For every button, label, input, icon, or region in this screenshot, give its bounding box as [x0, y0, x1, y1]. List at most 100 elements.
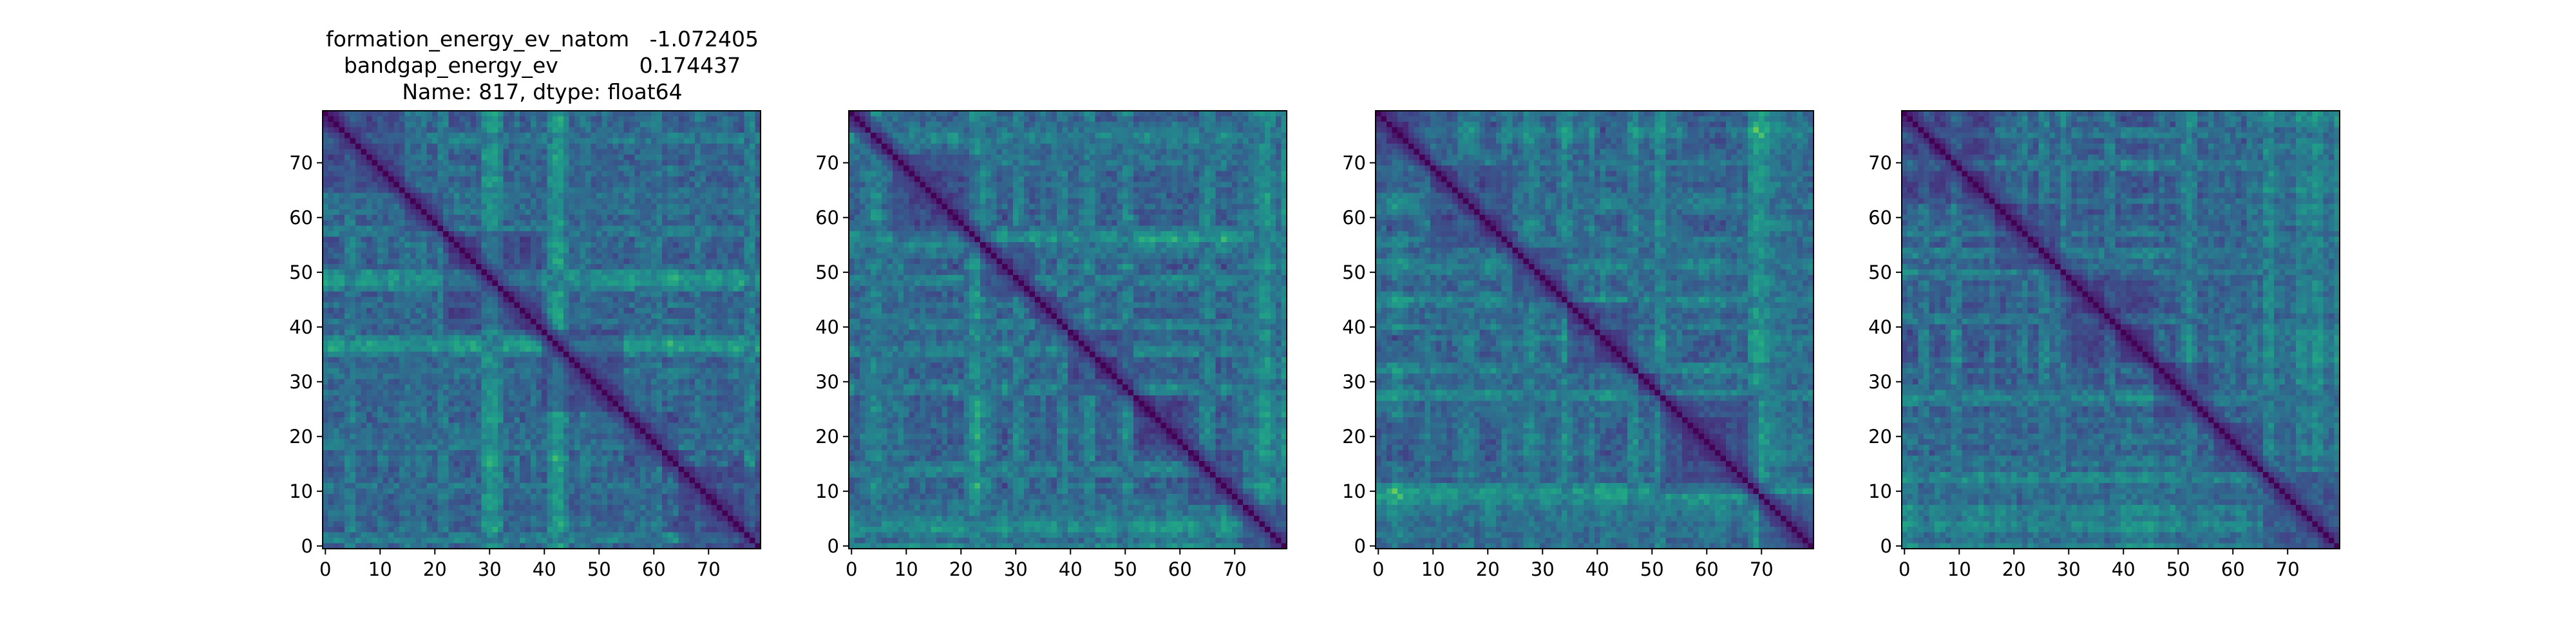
heatmap-cell: [734, 215, 739, 221]
heatmap-cell: [515, 248, 520, 254]
heatmap-cell: [361, 198, 367, 204]
heatmap-cell: [624, 341, 630, 346]
heatmap-cell: [366, 144, 372, 149]
heatmap-cell: [558, 297, 564, 303]
heatmap-cell: [515, 182, 520, 188]
heatmap-cell: [328, 434, 334, 440]
heatmap-cell: [350, 390, 356, 396]
heatmap-cell: [717, 122, 723, 128]
heatmap-cell: [383, 445, 389, 451]
heatmap-cell: [744, 439, 750, 445]
heatmap-cell: [668, 242, 674, 248]
heatmap-cell: [684, 149, 690, 155]
heatmap-cell: [717, 303, 723, 308]
heatmap-cell: [460, 117, 466, 122]
heatmap-cell: [443, 166, 449, 171]
heatmap-cell: [531, 439, 536, 445]
heatmap-cell: [618, 374, 624, 379]
heatmap-cell: [432, 176, 438, 182]
heatmap-cell: [596, 406, 602, 412]
heatmap-cell: [334, 242, 339, 248]
heatmap-cell: [432, 412, 438, 418]
heatmap-cell: [399, 198, 405, 204]
heatmap-cell: [744, 314, 750, 319]
heatmap-cell: [427, 286, 433, 292]
heatmap-cell: [558, 314, 564, 319]
heatmap-cell: [629, 363, 635, 368]
heatmap-cell: [504, 297, 509, 303]
heatmap-cell: [723, 215, 728, 221]
heatmap-cell: [460, 237, 466, 243]
heatmap-cell: [493, 314, 498, 319]
heatmap-cell: [405, 434, 411, 440]
heatmap-cell: [657, 395, 663, 401]
heatmap-cell: [591, 220, 597, 226]
heatmap-cell: [504, 215, 509, 221]
heatmap-cell: [476, 155, 482, 160]
heatmap-cell: [443, 204, 449, 210]
heatmap-cell: [509, 308, 515, 314]
heatmap-cell: [536, 434, 542, 440]
heatmap-cell: [706, 242, 712, 248]
heatmap-cell: [334, 292, 339, 298]
heatmap-cell: [635, 111, 641, 117]
heatmap-cell: [399, 248, 405, 254]
heatmap-cell: [509, 406, 515, 412]
heatmap-cell: [460, 325, 466, 330]
heatmap-cell: [690, 390, 696, 396]
heatmap-cell: [366, 138, 372, 144]
heatmap-cell: [723, 286, 728, 292]
heatmap-cell: [607, 149, 613, 155]
heatmap-cell: [591, 209, 597, 215]
heatmap-cell: [355, 379, 361, 385]
heatmap-cell: [399, 336, 405, 341]
heatmap-cell: [679, 401, 685, 407]
heatmap-cell: [574, 330, 580, 336]
heatmap-cell: [471, 417, 477, 423]
heatmap-cell: [328, 270, 334, 276]
heatmap-cell: [399, 209, 405, 215]
heatmap-cell: [504, 341, 509, 346]
heatmap-cell: [569, 439, 575, 445]
heatmap-cell: [323, 166, 328, 171]
heatmap-cell: [564, 264, 569, 270]
heatmap-cell: [662, 281, 668, 287]
heatmap-cell: [482, 330, 488, 336]
heatmap-cell: [410, 242, 416, 248]
heatmap-cell: [569, 226, 575, 232]
heatmap-cell: [744, 401, 750, 407]
heatmap-cell: [624, 270, 630, 276]
heatmap-cell: [377, 336, 383, 341]
heatmap-cell: [684, 122, 690, 128]
heatmap-cell: [717, 395, 723, 401]
heatmap-cell: [454, 117, 460, 122]
heatmap-cell: [377, 198, 383, 204]
heatmap-cell: [580, 319, 586, 325]
heatmap-cell: [515, 352, 520, 357]
heatmap-cell: [558, 439, 564, 445]
heatmap-cell: [520, 374, 526, 379]
heatmap-cell: [454, 401, 460, 407]
heatmap-cell: [476, 401, 482, 407]
heatmap-cell: [734, 209, 739, 215]
heatmap-cell: [493, 303, 498, 308]
heatmap-cell: [679, 176, 685, 182]
heatmap-cell: [476, 128, 482, 133]
heatmap-cell: [536, 204, 542, 210]
heatmap-cell: [580, 204, 586, 210]
heatmap-cell: [323, 111, 328, 117]
heatmap-cell: [602, 144, 608, 149]
heatmap-cell: [526, 406, 531, 412]
heatmap-cell: [498, 264, 504, 270]
heatmap-cell: [471, 368, 477, 374]
heatmap-cell: [432, 417, 438, 423]
heatmap-cell: [646, 330, 652, 336]
heatmap-cell: [646, 379, 652, 385]
heatmap-cell: [520, 412, 526, 418]
heatmap-cell: [613, 390, 619, 396]
heatmap-cell: [460, 308, 466, 314]
heatmap-cell: [739, 242, 744, 248]
heatmap-cell: [574, 144, 580, 149]
heatmap-cell: [366, 231, 372, 237]
heatmap-cell: [471, 390, 477, 396]
